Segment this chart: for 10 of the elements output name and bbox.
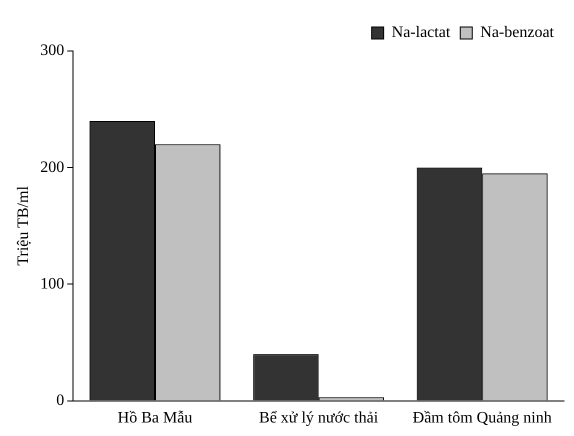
x-tick-label: Hồ Ba Mẫu [118, 410, 192, 427]
legend-label: Na-benzoat [480, 24, 555, 42]
y-tick-label: 0 [56, 392, 64, 410]
y-tick-label: 100 [40, 275, 64, 292]
x-tick-label: Bể xử lý nước thải [259, 410, 379, 427]
y-tick-label: 200 [40, 158, 64, 176]
y-axis-title: Triệu TB/ml [14, 186, 32, 266]
y-tick-label: 300 [40, 42, 64, 60]
x-tick-label: Đầm tôm Quảng ninh [412, 410, 552, 427]
legend-label: Na-lactat [392, 24, 451, 42]
